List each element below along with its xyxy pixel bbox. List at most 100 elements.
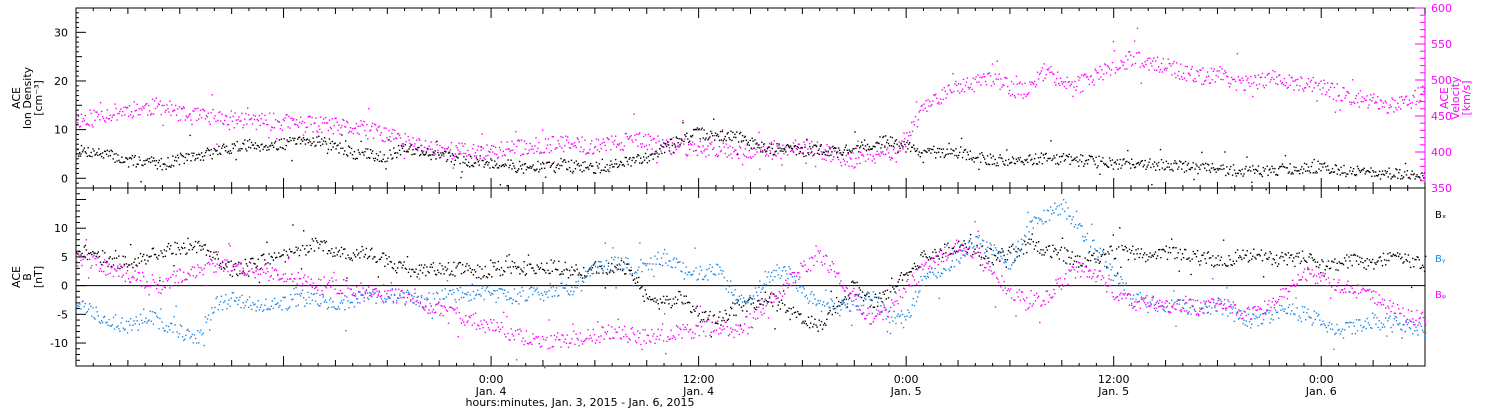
data-point — [530, 167, 532, 169]
data-point — [1114, 72, 1117, 74]
data-point — [727, 291, 730, 293]
data-point — [264, 114, 266, 117]
data-point — [1333, 261, 1335, 263]
data-point — [194, 108, 196, 110]
data-point — [407, 135, 409, 138]
data-point — [105, 261, 107, 264]
data-point — [1058, 163, 1060, 166]
data-point — [1028, 92, 1030, 94]
data-point — [1274, 71, 1276, 73]
data-point — [855, 157, 857, 160]
data-point — [1326, 169, 1328, 171]
data-point — [887, 142, 890, 145]
data-point — [792, 151, 795, 153]
data-point — [984, 162, 987, 164]
data-point — [759, 280, 761, 282]
data-point — [474, 294, 477, 297]
data-point — [1173, 60, 1175, 63]
data-point — [515, 170, 517, 173]
data-point — [740, 294, 743, 296]
data-point — [250, 258, 252, 260]
data-point — [500, 288, 503, 290]
data-point — [828, 306, 830, 308]
data-point — [545, 272, 547, 274]
data-point — [190, 160, 192, 162]
data-point — [1228, 173, 1230, 175]
data-point — [697, 129, 700, 131]
data-point — [1303, 168, 1305, 170]
data-point — [806, 139, 808, 142]
data-point — [762, 149, 764, 152]
data-point — [243, 272, 245, 274]
data-point — [557, 163, 559, 165]
data-point — [734, 289, 736, 291]
data-point — [735, 136, 737, 139]
data-point — [931, 257, 933, 259]
data-point — [1107, 66, 1110, 68]
data-point — [156, 315, 158, 317]
data-point — [481, 268, 483, 270]
data-point — [530, 148, 532, 150]
data-point — [520, 268, 522, 270]
data-point — [308, 115, 310, 117]
data-point — [1379, 256, 1381, 258]
data-point — [1391, 97, 1393, 99]
data-point — [308, 296, 310, 299]
data-point — [292, 298, 294, 300]
data-point — [827, 150, 829, 152]
data-point — [1214, 168, 1216, 170]
data-point — [1254, 256, 1256, 259]
data-point — [1414, 178, 1416, 180]
data-point — [1350, 166, 1352, 169]
data-point — [540, 292, 543, 294]
data-point — [1336, 83, 1338, 85]
data-point — [696, 154, 699, 156]
data-point — [1089, 156, 1092, 158]
data-point — [905, 319, 907, 321]
data-point — [213, 117, 215, 120]
data-point — [1092, 254, 1094, 257]
data-point — [1071, 251, 1073, 253]
data-point — [639, 242, 641, 244]
data-point — [465, 158, 467, 161]
data-point — [895, 139, 897, 141]
data-point — [645, 157, 648, 159]
data-point — [446, 268, 449, 270]
data-point — [1082, 90, 1084, 92]
data-point — [438, 301, 440, 303]
data-point — [151, 248, 154, 250]
data-point — [227, 261, 229, 263]
data-point — [659, 148, 661, 150]
series-black-dots — [76, 224, 1427, 338]
data-point — [192, 110, 194, 112]
data-point — [727, 147, 729, 149]
data-point — [463, 296, 465, 299]
data-point — [508, 148, 510, 150]
data-point — [926, 151, 928, 153]
data-point — [825, 289, 827, 291]
data-point — [447, 262, 450, 264]
data-point — [111, 116, 113, 118]
data-point — [512, 149, 514, 151]
data-point — [1196, 70, 1198, 72]
data-point — [510, 159, 512, 161]
data-point — [192, 342, 195, 344]
data-point — [121, 266, 123, 269]
data-point — [1071, 81, 1073, 83]
data-point — [571, 143, 574, 145]
data-point — [201, 108, 204, 110]
data-point — [468, 161, 470, 164]
data-point — [310, 144, 312, 147]
data-point — [978, 168, 980, 171]
data-point — [97, 315, 99, 317]
data-point — [658, 153, 660, 155]
data-point — [1134, 258, 1136, 260]
data-point — [887, 152, 890, 154]
data-point — [237, 274, 239, 277]
data-point — [1046, 160, 1048, 162]
data-point — [540, 163, 542, 165]
data-point — [1198, 166, 1200, 168]
data-point — [1352, 79, 1354, 81]
data-point — [552, 136, 554, 138]
